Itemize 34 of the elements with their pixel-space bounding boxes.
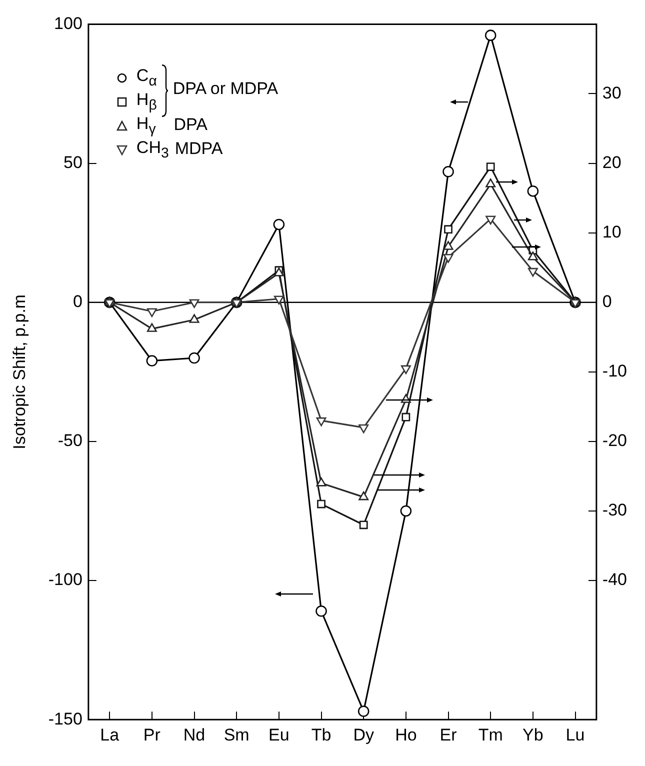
y-tick-label: 50: [64, 152, 82, 172]
x-tick-label: Yb: [522, 725, 544, 744]
y2-tick-label: -20: [602, 431, 628, 450]
x-tick-label: Eu: [268, 725, 290, 744]
annotation: MDPA: [174, 139, 223, 160]
x-tick-label: Dy: [353, 725, 374, 744]
x-tick-label: Er: [440, 725, 458, 744]
y-tick-label: 100: [54, 14, 82, 33]
y-tick-label: -150: [48, 709, 82, 728]
y-tick-label: -100: [48, 570, 82, 590]
y2-tick-label: 10: [602, 222, 622, 242]
x-tick-label: Nd: [183, 725, 206, 744]
y-tick-label: 0: [72, 292, 82, 312]
y2-tick-label: -40: [602, 570, 628, 590]
legend-label: C$_{α}$: [136, 66, 157, 89]
x-tick-label: Lu: [566, 725, 585, 744]
y2-tick-label: 30: [602, 83, 622, 102]
x-tick-label: Sm: [224, 725, 250, 744]
y2-tick-label: 20: [602, 152, 622, 172]
y-tick-label: -50: [58, 431, 82, 450]
y-axis-title: Isotropic Shift, p.p.m: [10, 294, 29, 450]
annotation: DPA: [174, 115, 208, 136]
legend-label: H$_{γ}$: [136, 114, 156, 137]
y2-tick-label: -10: [602, 362, 628, 381]
legend-label: CH$_{3}$: [136, 136, 169, 163]
x-tick-label: La: [100, 725, 120, 744]
legend-label: H$_{β}$: [136, 90, 157, 113]
x-tick-label: Pr: [143, 725, 161, 744]
annotation: DPA or MDPA: [172, 79, 278, 100]
y2-tick-label: 0: [602, 292, 612, 312]
y2-tick-label: -30: [602, 500, 628, 520]
x-tick-label: Ho: [395, 725, 417, 744]
x-tick-label: Tm: [478, 725, 503, 744]
x-tick-label: Tb: [311, 725, 332, 744]
